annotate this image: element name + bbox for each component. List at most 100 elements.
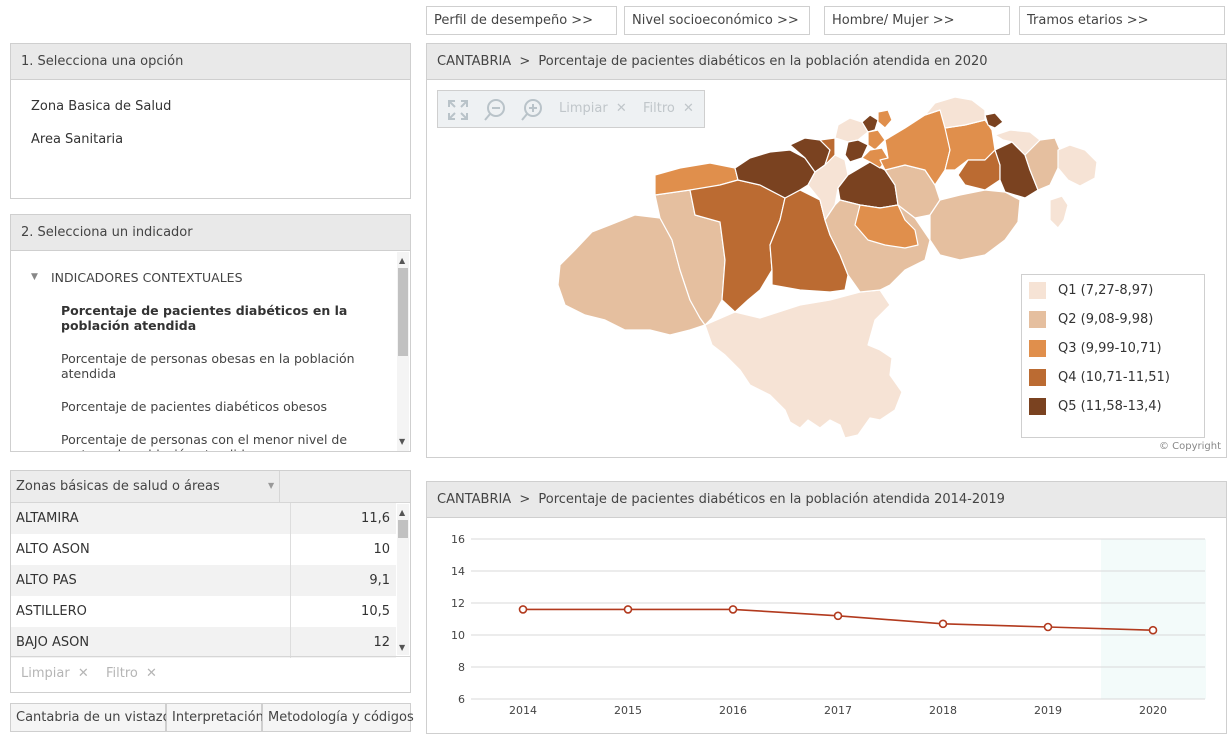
data-point — [728, 605, 738, 614]
cantabria-map[interactable] — [540, 92, 1110, 442]
map-clear-button[interactable]: Limpiar ✕ — [559, 101, 627, 116]
map-zone[interactable] — [877, 109, 893, 129]
sort-caret-icon[interactable]: ▼ — [268, 481, 275, 490]
map-region-label: CANTABRIA — [437, 54, 512, 69]
nivel-socioeconomico-button[interactable]: Nivel socioeconómico >> — [624, 6, 810, 35]
legend-label: Q2 (9,08-9,98) — [1058, 312, 1154, 327]
zone-value: 10 — [290, 534, 396, 565]
option-zona-basica[interactable]: Zona Basica de Salud — [31, 99, 172, 114]
x-tick-label: 2018 — [929, 704, 957, 717]
zone-value: 9,1 — [290, 565, 396, 596]
y-tick-label: 8 — [458, 661, 465, 674]
x-tick-label: 2015 — [614, 704, 642, 717]
legend-swatch — [1029, 340, 1046, 357]
indicator-item-obesas[interactable]: Porcentaje de personas obesas en la pobl… — [61, 351, 355, 381]
expand-triangle-icon[interactable]: ▼ — [31, 272, 38, 282]
option-panel-title: 1. Selecciona una opción — [11, 44, 410, 80]
clear-button[interactable]: Limpiar ✕ — [21, 666, 89, 681]
scroll-up-arrow-icon[interactable]: ▲ — [399, 256, 406, 265]
table-row[interactable]: ASTILLERO 10,5 — [11, 596, 396, 627]
breadcrumb-separator: > — [519, 492, 531, 507]
legend-label: Q5 (11,58-13,4) — [1058, 399, 1162, 414]
clear-label: Limpiar — [21, 666, 70, 681]
indicator-scrollbar[interactable]: ▲ ▼ — [397, 252, 409, 451]
zones-scroll-thumb[interactable] — [398, 520, 408, 538]
scroll-down-arrow-icon[interactable]: ▼ — [399, 437, 406, 446]
legend-label: Q3 (9,99-10,71) — [1058, 341, 1162, 356]
hombre-mujer-button[interactable]: Hombre/ Mujer >> — [824, 6, 1010, 35]
table-row[interactable]: ALTO ASON 10 — [11, 534, 396, 565]
perfil-desempeno-button[interactable]: Perfil de desempeño >> — [426, 6, 617, 35]
map-legend: Q1 (7,27-8,97) Q2 (9,08-9,98) Q3 (9,99-1… — [1021, 274, 1205, 438]
zone-name: ALTO ASON — [16, 542, 90, 557]
map-zone[interactable] — [984, 112, 1004, 129]
x-tick-label: 2016 — [719, 704, 747, 717]
legend-label: Q1 (7,27-8,97) — [1058, 283, 1154, 298]
option-panel: 1. Selecciona una opción Zona Basica de … — [10, 43, 411, 199]
line-chart: 6 8 10 12 14 16 2014 2015 2016 2017 2018 2019 2020 — [451, 533, 1206, 717]
map-zone[interactable] — [854, 204, 919, 249]
filter-button[interactable]: Filtro ✕ — [106, 666, 157, 681]
filter-label: Filtro — [106, 666, 138, 681]
legend-label: Q4 (10,71-11,51) — [1058, 370, 1170, 385]
map-zone[interactable] — [867, 129, 886, 151]
map-zone[interactable] — [834, 117, 869, 143]
y-tick-label: 6 — [458, 693, 465, 706]
map-title: Porcentaje de pacientes diabéticos en la… — [538, 54, 988, 69]
indicator-panel-title: 2. Selecciona un indicador — [11, 215, 410, 251]
map-filter-label: Filtro — [643, 101, 675, 116]
close-icon: ✕ — [683, 101, 694, 116]
zone-name: BAJO ASON — [16, 635, 90, 650]
tab-metodologia[interactable]: Metodología y códigos — [262, 703, 414, 732]
breadcrumb-separator: > — [519, 54, 531, 69]
map-zone[interactable] — [1049, 195, 1069, 229]
indicator-scroll-thumb[interactable] — [398, 268, 408, 356]
table-row[interactable]: ALTO PAS 9,1 — [11, 565, 396, 596]
y-tick-label: 16 — [451, 533, 465, 546]
zoom-in-icon[interactable] — [520, 98, 544, 122]
scroll-up-arrow-icon[interactable]: ▲ — [399, 508, 406, 517]
tab-cantabria-vistazo[interactable]: Cantabria de un vistazo — [10, 703, 171, 732]
tab-interpretacion[interactable]: Interpretación — [166, 703, 264, 732]
scroll-down-arrow-icon[interactable]: ▼ — [399, 643, 406, 652]
data-point — [938, 619, 948, 629]
table-row[interactable]: ALTAMIRA 11,6 — [11, 503, 396, 534]
indicator-item-renta[interactable]: Porcentaje de personas con el menor nive… — [61, 432, 348, 451]
map-filter-button[interactable]: Filtro ✕ — [643, 101, 694, 116]
table-footer-divider — [11, 656, 410, 657]
indicator-group-label[interactable]: INDICADORES CONTEXTUALES — [51, 270, 243, 285]
indicator-panel: 2. Selecciona un indicador ▼ INDICADORES… — [10, 214, 411, 452]
y-tick-label: 12 — [451, 597, 465, 610]
chart-title: Porcentaje de pacientes diabéticos en la… — [538, 492, 1005, 507]
x-tick-label: 2014 — [509, 704, 537, 717]
map-toolbar: Limpiar ✕ Filtro ✕ — [437, 90, 705, 128]
x-tick-label: 2017 — [824, 704, 852, 717]
indicator-item-diabeticos[interactable]: Porcentaje de pacientes diabéticos en la… — [61, 303, 348, 333]
fullscreen-icon[interactable] — [447, 99, 469, 121]
data-point — [1148, 625, 1158, 635]
zones-scrollbar[interactable]: ▲ ▼ — [397, 504, 409, 655]
y-tick-label: 14 — [451, 565, 465, 578]
map-zone[interactable] — [929, 189, 1021, 261]
close-icon: ✕ — [77, 666, 89, 681]
tramos-etarios-button[interactable]: Tramos etarios >> — [1019, 6, 1225, 35]
legend-swatch — [1029, 282, 1046, 299]
indicator-item-diabeticos-obesos[interactable]: Porcentaje de pacientes diabéticos obeso… — [61, 399, 328, 414]
legend-swatch — [1029, 369, 1046, 386]
chart-panel: CANTABRIA > Porcentaje de pacientes diab… — [426, 481, 1227, 734]
zoom-out-icon[interactable] — [483, 98, 507, 122]
legend-swatch — [1029, 398, 1046, 415]
zones-table-panel: Zonas básicas de salud o áreas ▼ ALTAMIR… — [10, 470, 411, 693]
map-zone[interactable] — [861, 114, 879, 133]
zones-table-header: Zonas básicas de salud o áreas ▼ — [11, 471, 410, 503]
data-point — [1043, 622, 1053, 632]
x-tick-label: 2019 — [1034, 704, 1062, 717]
y-tick-label: 10 — [451, 629, 465, 642]
x-tick-label: 2020 — [1139, 704, 1167, 717]
option-area-sanitaria[interactable]: Area Sanitaria — [31, 132, 124, 147]
data-point — [518, 605, 528, 614]
data-point — [833, 611, 843, 621]
table-row[interactable]: BAJO ASON 12 — [11, 627, 396, 658]
zones-column-header[interactable]: Zonas básicas de salud o áreas — [16, 479, 220, 494]
map-zone[interactable] — [1057, 144, 1098, 187]
